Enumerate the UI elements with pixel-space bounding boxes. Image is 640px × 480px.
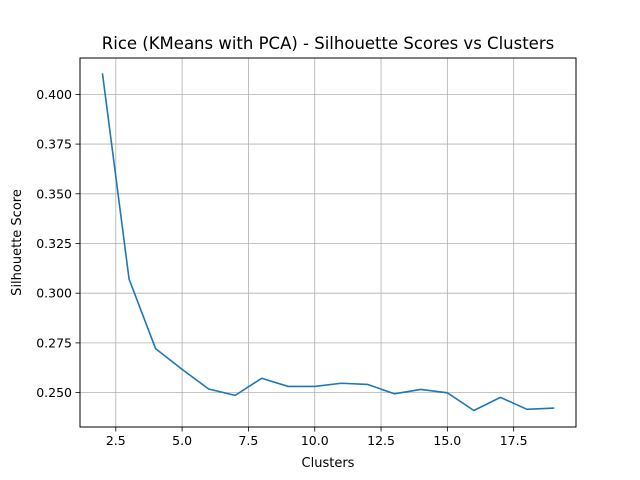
y-tick-label: 0.275: [36, 335, 72, 350]
y-tick-label: 0.300: [36, 286, 72, 301]
series-line: [101, 73, 555, 412]
x-tick-label: 15.0: [433, 433, 461, 448]
ticks: 2.5 5.0 7.5 10.0 12.5 15.0 17.5 0.250 0.275 0.300…: [36, 87, 527, 448]
x-tick-label: 17.5: [500, 433, 528, 448]
series-layer: [101, 73, 555, 412]
y-tick-label: 0.400: [36, 87, 72, 102]
x-tick-label: 2.5: [106, 433, 126, 448]
x-tick-label: 10.0: [301, 433, 329, 448]
y-tick-label: 0.250: [36, 385, 72, 400]
x-tick-label: 12.5: [367, 433, 395, 448]
plot-frame: [79, 57, 577, 428]
y-axis-title: Silhouette Score: [10, 189, 25, 296]
x-tick-label: 7.5: [238, 433, 258, 448]
y-tick-label: 0.325: [36, 236, 72, 251]
x-axis-title: Clusters: [302, 456, 355, 471]
chart-title: Rice (KMeans with PCA) - Silhouette Scor…: [102, 34, 554, 53]
y-tick-label: 0.375: [36, 137, 72, 152]
y-tick-label: 0.350: [36, 186, 72, 201]
x-tick-label: 5.0: [172, 433, 192, 448]
grid: [80, 58, 576, 427]
